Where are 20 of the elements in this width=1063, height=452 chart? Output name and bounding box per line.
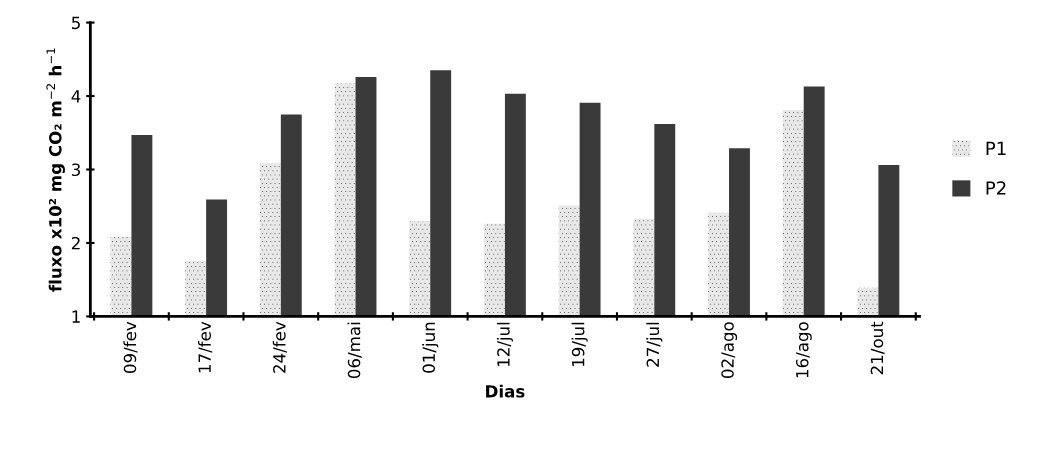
- y-tick-label: 5: [72, 16, 80, 30]
- x-tick-label: 09/fev: [123, 321, 138, 373]
- x-tick-label: 06/mai: [347, 322, 362, 379]
- x-axis-title: Dias: [486, 384, 525, 398]
- x-tick-label: 17/fev: [198, 321, 213, 373]
- x-tick-label: 27/jul: [646, 322, 663, 367]
- x-tick-label: 16/ago: [795, 322, 812, 378]
- y-axis-title: fluxo x10² mg CO₂ m$^{−2}$ h$^{−1}$: [46, 48, 65, 292]
- x-tick-label: 19/jul: [571, 322, 588, 367]
- x-tick-label: 02/ago: [721, 322, 738, 378]
- x-tick-label: 12/jul: [496, 322, 513, 367]
- legend-label: P2: [986, 181, 1006, 195]
- x-tick-label: 24/fev: [272, 321, 287, 373]
- legend-label: P1: [986, 141, 1006, 155]
- y-tick-label: 4: [71, 90, 81, 103]
- y-tick-label: 2: [71, 236, 80, 250]
- y-tick-label: 1: [72, 310, 80, 323]
- x-tick-label: 01/jun: [422, 322, 439, 373]
- y-tick-label: 3: [71, 163, 80, 177]
- x-tick-label: 21/out: [870, 321, 885, 375]
